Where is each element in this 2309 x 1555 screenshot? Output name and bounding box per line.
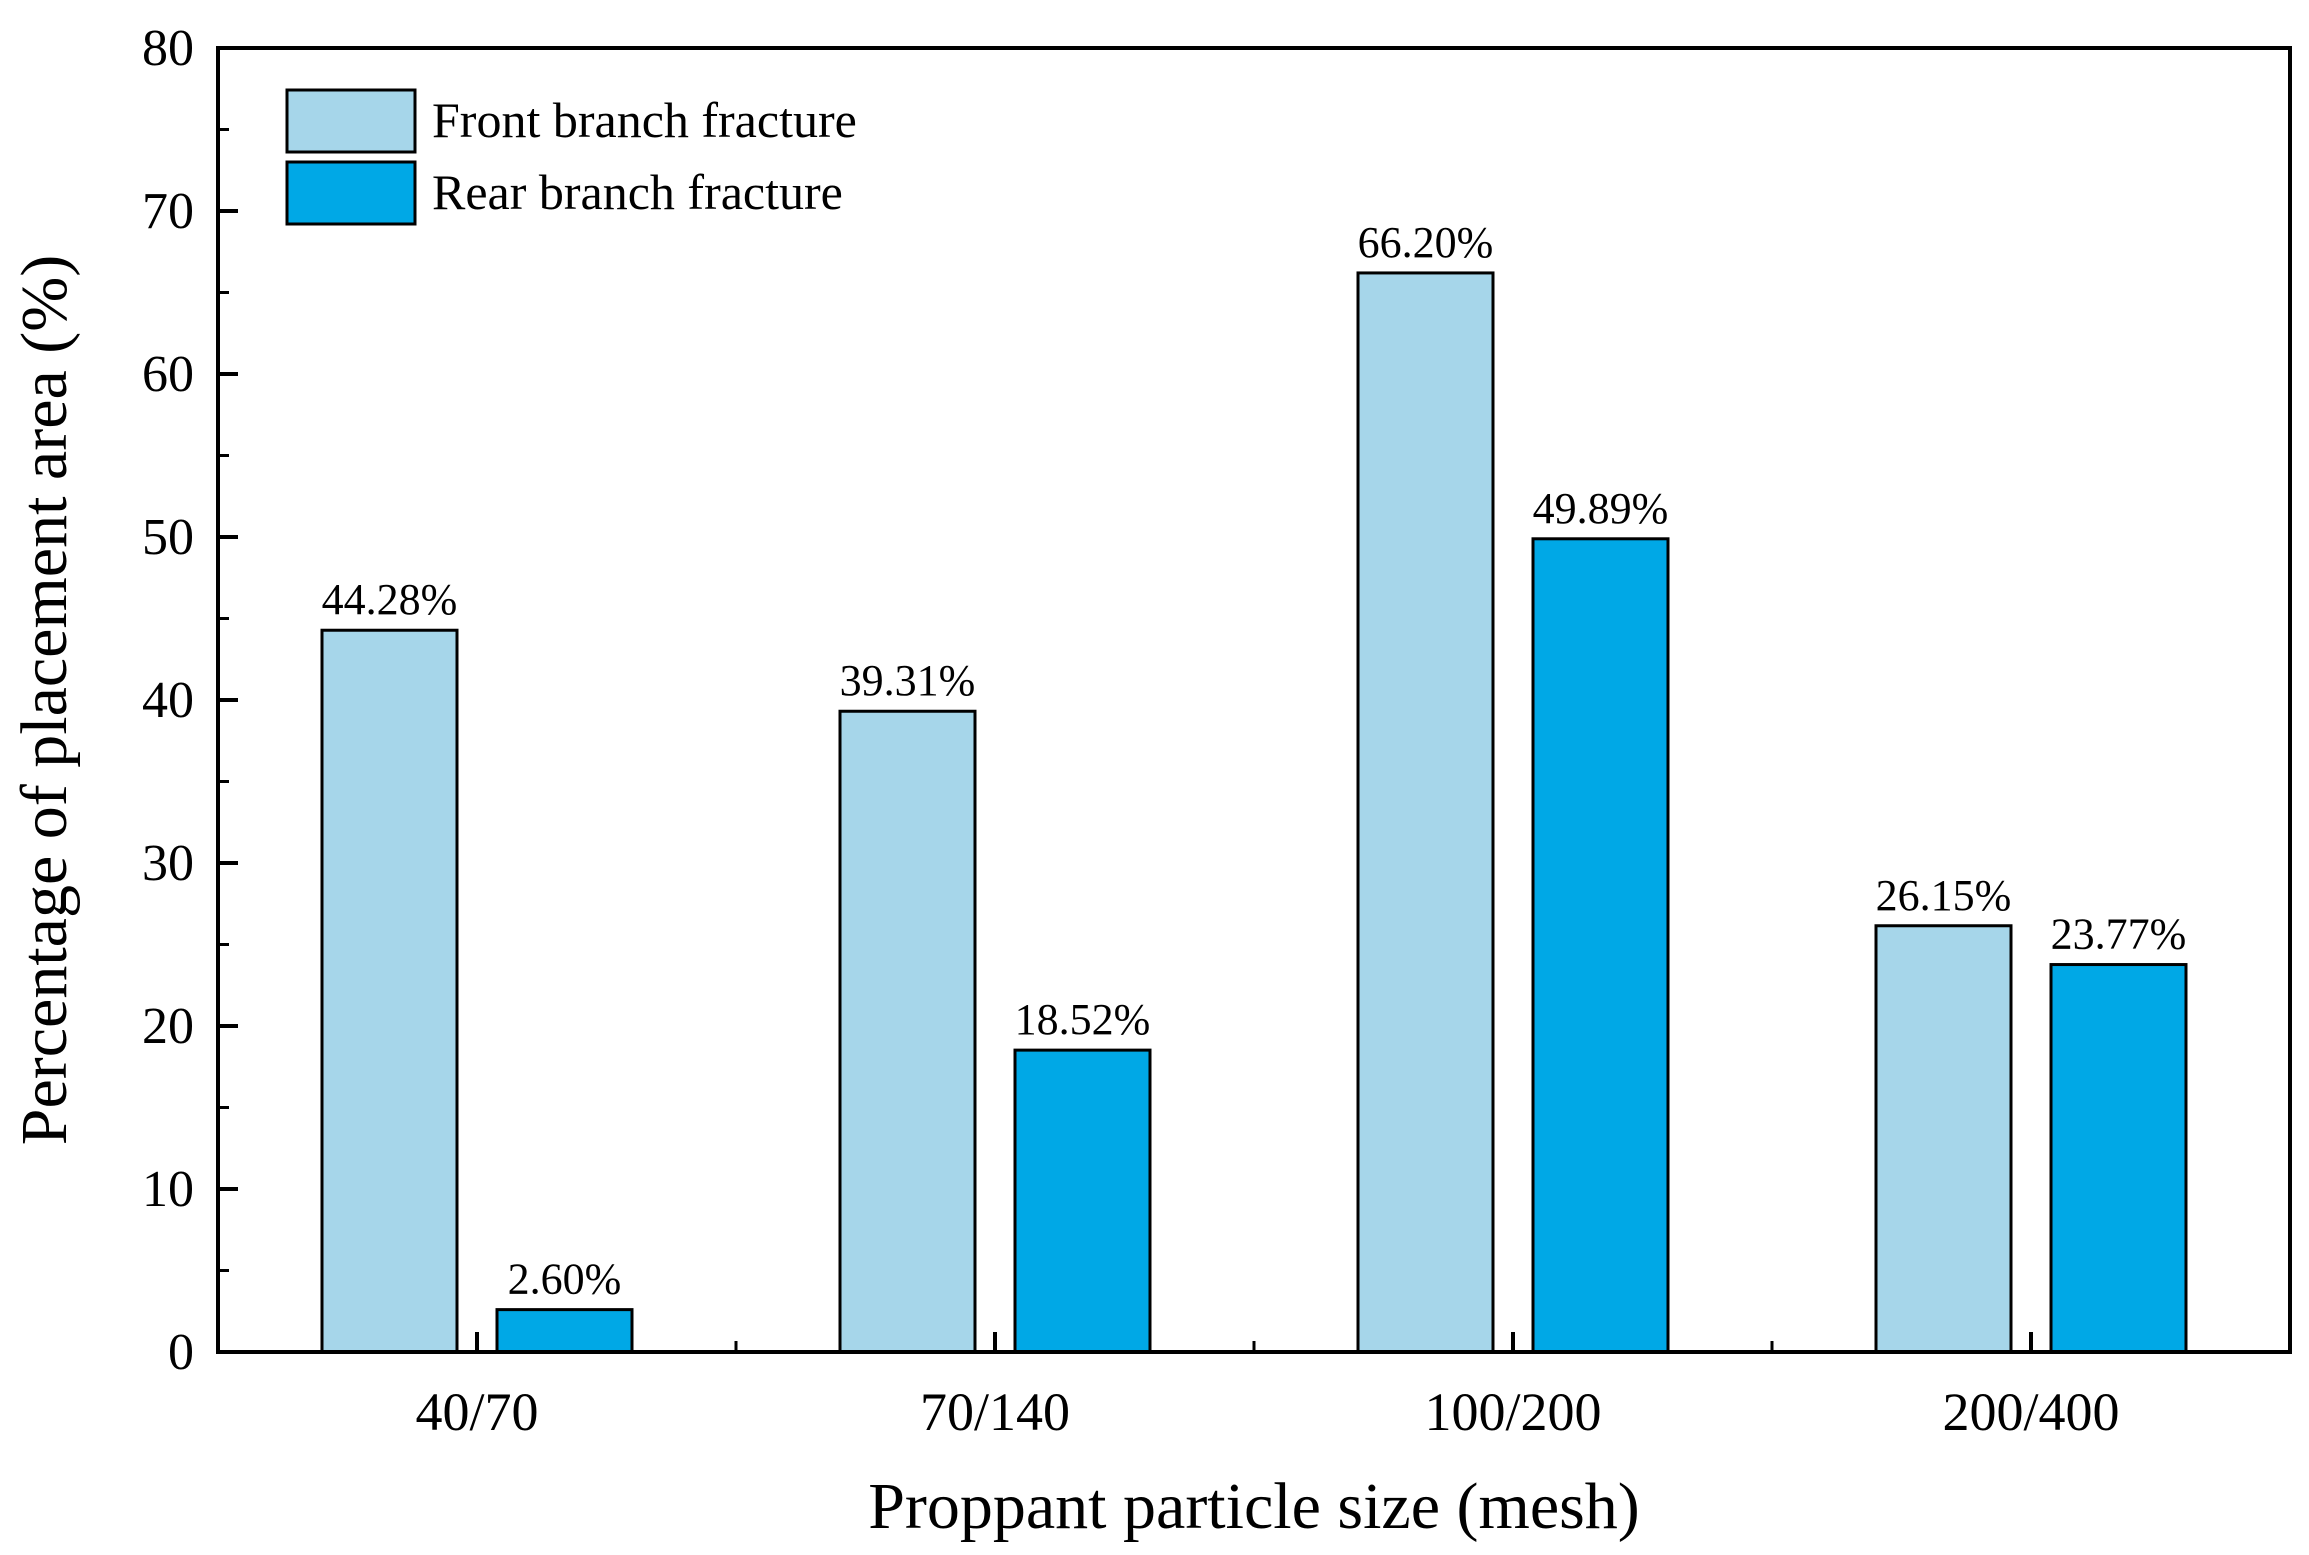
bar-front — [320, 628, 459, 1354]
y-tick-label: 50 — [142, 509, 194, 566]
x-tick-label: 100/200 — [1424, 1382, 1601, 1442]
data-label: 49.89% — [1533, 484, 1669, 533]
data-labels-layer: 44.28% 2.60% 39.31% 18.52% 66.20% 49.89% 26.15… — [322, 218, 2187, 1304]
data-label: 26.15% — [1876, 871, 2012, 920]
y-tick-label: 80 — [142, 20, 194, 77]
legend: Front branch fracture Rear branch fractur… — [285, 88, 857, 226]
x-tick-label: 70/140 — [920, 1382, 1070, 1442]
legend-swatch — [285, 88, 417, 154]
bars-layer — [320, 271, 2188, 1354]
bar-front — [838, 709, 977, 1354]
x-axis-title: Proppant particle size (mesh) — [868, 1470, 1640, 1543]
bar-rear — [495, 1308, 634, 1354]
y-tick-label: 40 — [142, 672, 194, 729]
ticks-layer: 0 10 20 30 40 50 60 70 80 40/70 70/140 100/200 200/4… — [142, 20, 2120, 1442]
bar-rear — [2049, 963, 2188, 1354]
legend-swatch — [285, 160, 417, 226]
data-label: 44.28% — [322, 575, 458, 624]
x-tick-label: 40/70 — [415, 1382, 538, 1442]
x-tick-label: 200/400 — [1942, 1382, 2119, 1442]
y-tick-label: 20 — [142, 998, 194, 1055]
legend-label: Rear branch fracture — [432, 164, 843, 220]
bar-rear — [1531, 537, 1670, 1354]
y-tick-label: 70 — [142, 183, 194, 240]
bar-front — [1874, 924, 2013, 1354]
y-tick-label: 10 — [142, 1161, 194, 1218]
data-label: 66.20% — [1358, 218, 1494, 267]
y-tick-label: 0 — [168, 1324, 194, 1381]
legend-label: Front branch fracture — [432, 92, 857, 148]
data-label: 18.52% — [1015, 995, 1151, 1044]
y-tick-label: 60 — [142, 346, 194, 403]
data-label: 39.31% — [840, 656, 976, 705]
y-axis-title: Percentage of placement area (%) — [8, 255, 81, 1145]
bar-front — [1356, 271, 1495, 1354]
bar-rear — [1013, 1048, 1152, 1354]
data-label: 23.77% — [2051, 910, 2187, 959]
data-label: 2.60% — [508, 1255, 622, 1304]
y-tick-label: 30 — [142, 835, 194, 892]
